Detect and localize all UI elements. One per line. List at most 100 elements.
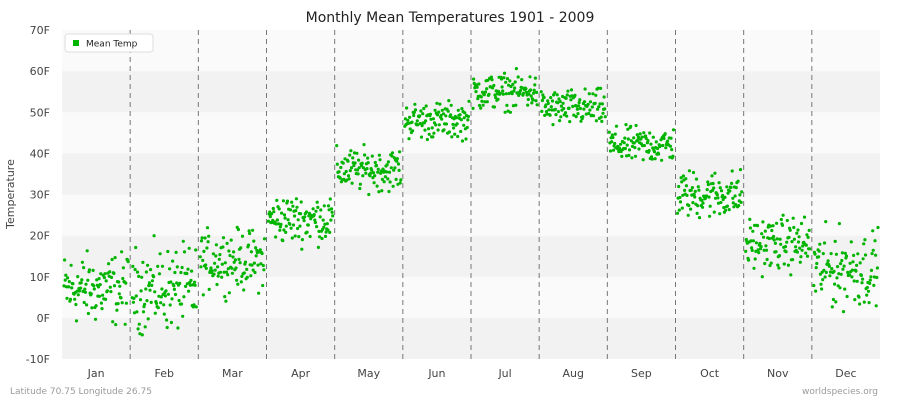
data-point [132,311,137,315]
x-tick-labels: Jan Feb Mar Apr May Jun Jul Aug Sep Oct Nov Dec [87,367,857,380]
data-point [395,159,399,163]
data-point [796,240,801,244]
data-point [95,278,99,282]
data-point [769,224,773,228]
data-point [822,241,827,245]
data-point [289,226,293,230]
data-point [550,99,555,103]
data-point [387,170,392,174]
data-point [518,91,522,96]
data-point [329,218,333,222]
data-point [261,263,265,268]
data-point [482,93,486,97]
data-point [226,267,230,271]
data-point [298,224,302,228]
data-point [83,287,87,291]
data-point [76,293,80,297]
data-point [338,176,342,180]
data-point [603,107,607,111]
data-point [328,197,332,201]
data-point [770,228,774,233]
data-point [465,125,469,130]
data-point [812,283,816,288]
data-point [434,123,438,127]
data-point [343,157,347,161]
data-point [126,260,130,264]
y-tick-label: -10F [26,353,50,366]
data-point [549,96,553,100]
data-point [679,176,683,180]
data-point [511,104,515,108]
data-point [288,222,292,226]
data-point [719,200,723,205]
data-point [376,167,380,171]
data-point [762,248,766,252]
data-point [514,103,518,107]
data-point [214,254,218,258]
data-point [252,239,256,243]
data-point [671,154,675,158]
data-point [118,284,122,288]
data-point [94,304,98,308]
data-point [532,88,536,92]
data-point [731,201,735,205]
x-tick-label: Jul [497,367,511,380]
data-point [305,230,309,234]
data-point [527,92,531,96]
data-point [471,106,475,110]
data-point [555,93,559,97]
data-point [545,112,549,116]
data-point [235,278,239,282]
data-point [494,95,498,100]
data-point [440,108,444,112]
y-axis-title: Temperature [4,159,17,230]
footer-location: Latitude 70.75 Longitude 26.75 [10,387,152,397]
y-tick-label: 0F [37,312,50,325]
data-point [247,229,251,233]
data-point [147,281,151,285]
data-point [540,109,544,113]
data-point [447,130,451,134]
data-point [557,97,561,101]
data-point [81,289,85,293]
data-point [271,218,275,222]
data-point [362,143,366,147]
data-point [185,271,189,276]
data-point [79,281,83,285]
data-point [529,88,533,92]
data-point [450,135,454,139]
data-point [533,76,538,80]
data-point [68,297,73,301]
data-point [99,272,103,276]
data-point [290,200,294,204]
data-point [600,119,604,123]
data-point [581,115,585,119]
data-point [228,253,232,258]
legend: Mean Temp [64,33,154,53]
data-point [641,158,645,162]
data-point [418,114,422,118]
data-point [513,86,517,90]
data-point [139,289,143,293]
data-point [357,166,361,170]
data-point [231,255,235,259]
data-point [763,261,767,266]
data-point [117,280,121,284]
data-point [360,161,364,165]
data-point [436,128,440,132]
data-point [671,128,676,132]
data-point [626,137,630,141]
data-point [586,102,590,106]
data-point [234,266,238,270]
data-point [207,287,211,291]
data-point [415,119,419,123]
data-point [108,270,112,274]
data-point [751,229,755,233]
data-point [168,267,172,271]
data-point [754,249,758,253]
data-point [394,177,398,181]
data-point [862,242,866,246]
data-point [189,278,193,282]
data-point [346,174,351,178]
data-point [851,260,855,264]
